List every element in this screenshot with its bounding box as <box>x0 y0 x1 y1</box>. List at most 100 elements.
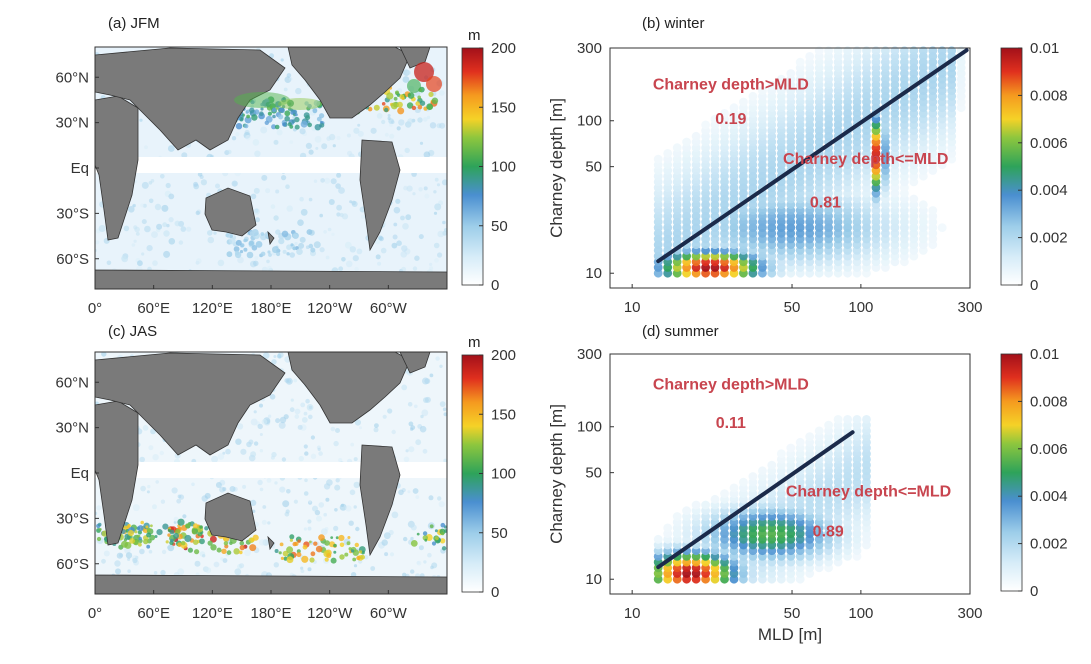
hotspot-cell-1 <box>330 557 337 564</box>
field-cell <box>195 210 200 216</box>
field-cell <box>177 494 182 499</box>
field-cell <box>114 560 121 567</box>
hotspot-cell-3 <box>290 243 294 247</box>
field-cell <box>252 139 260 146</box>
field-cell <box>407 118 414 125</box>
density-dot <box>786 69 796 78</box>
hotspot-cell-2 <box>307 103 312 109</box>
field-cell <box>257 423 263 430</box>
field-cell <box>424 396 431 403</box>
field-cell <box>353 505 357 509</box>
colorbar-tick-label: 0 <box>491 277 499 294</box>
hotspot-cell-3 <box>435 536 439 541</box>
density-dot <box>748 472 758 481</box>
hotspot-cell-0 <box>419 100 426 106</box>
field-cell <box>403 456 410 463</box>
hotspot-cell-0 <box>415 101 421 106</box>
field-cell <box>393 222 398 227</box>
field-cell <box>197 172 203 177</box>
field-cell <box>142 425 149 431</box>
hotspot-cell-0 <box>431 97 439 105</box>
field-cell <box>352 255 359 262</box>
field-cell <box>191 482 195 487</box>
xlabel: MLD [m] <box>758 625 822 644</box>
density-dot <box>672 512 682 521</box>
field-cell <box>231 180 238 187</box>
field-cell <box>398 119 405 126</box>
hotspot-cell-3 <box>431 541 437 546</box>
field-cell <box>217 259 225 267</box>
field-cell <box>250 499 257 506</box>
field-cell <box>299 128 306 135</box>
hotspot-cell-1 <box>279 542 284 547</box>
density-dot <box>758 466 767 476</box>
field-cell <box>141 181 149 189</box>
field-cell <box>267 521 271 525</box>
field-cell <box>259 433 263 436</box>
xtick-label: 50 <box>784 605 801 622</box>
density-dot <box>663 523 673 533</box>
field-cell <box>250 451 257 458</box>
field-cell <box>163 250 171 258</box>
field-cell <box>323 483 331 490</box>
xtick-label: 10 <box>624 605 641 622</box>
field-cell <box>234 568 242 576</box>
field-cell <box>410 425 416 430</box>
hotspot-cell-3 <box>260 232 265 236</box>
field-cell <box>248 439 254 445</box>
field-cell <box>125 552 133 559</box>
scatter-b-plot: 10 50 100 300 10 50 100 300 Charney depth [m] Cha… <box>547 40 983 316</box>
field-cell <box>148 198 154 204</box>
field-cell <box>381 539 388 546</box>
field-cell <box>276 129 283 136</box>
field-cell <box>317 447 321 451</box>
density-dot <box>653 154 663 164</box>
hotspot-cell-3 <box>239 250 244 254</box>
hotspot-cell-3 <box>416 532 420 536</box>
field-cell <box>160 499 166 504</box>
field-cell <box>299 236 306 243</box>
field-cell <box>429 122 437 129</box>
hotspot-cell-1 <box>315 545 323 553</box>
hotspot-cell-3 <box>267 250 271 254</box>
field-cell <box>412 488 419 494</box>
hotspot-cell-3 <box>441 546 447 551</box>
hotspot-cell-3 <box>137 525 144 532</box>
field-cell <box>168 238 176 245</box>
hotspot-cell-2 <box>282 122 287 127</box>
hotspot-cell-0 <box>397 107 405 115</box>
field-cell <box>236 423 244 430</box>
field-cell <box>280 58 284 62</box>
hotspot-cell-0 <box>249 544 257 552</box>
field-cell <box>325 497 330 502</box>
hotspot-cell-1 <box>318 534 325 541</box>
field-cell <box>422 448 428 454</box>
xtick-label: 100 <box>848 605 873 622</box>
density-dot <box>862 415 871 424</box>
xtick-label: 10 <box>624 299 641 316</box>
colorbar-tick-label: 0.008 <box>1030 393 1068 410</box>
hotspot-cell-0 <box>216 547 222 553</box>
field-cell <box>348 520 354 526</box>
field-cell <box>400 215 405 221</box>
field-cell <box>437 230 445 238</box>
field-cell <box>196 258 202 264</box>
hotspot-cell-1 <box>339 554 345 560</box>
field-cell <box>420 414 424 419</box>
field-cell <box>307 567 312 572</box>
field-cell <box>146 245 153 252</box>
hotspot-cell-0 <box>411 105 417 111</box>
field-cell <box>116 552 123 559</box>
field-cell <box>443 458 447 463</box>
field-cell <box>300 566 304 570</box>
hotspot-cell-1 <box>274 549 279 553</box>
field-cell <box>338 266 344 272</box>
field-cell <box>334 508 338 512</box>
field-cell <box>259 449 264 453</box>
ytick-label: 10 <box>585 571 602 588</box>
field-cell <box>391 511 399 519</box>
field-cell <box>266 478 272 483</box>
field-cell <box>267 265 272 271</box>
ytick-label: 300 <box>577 346 602 363</box>
hotspot-cell-1 <box>354 542 359 548</box>
